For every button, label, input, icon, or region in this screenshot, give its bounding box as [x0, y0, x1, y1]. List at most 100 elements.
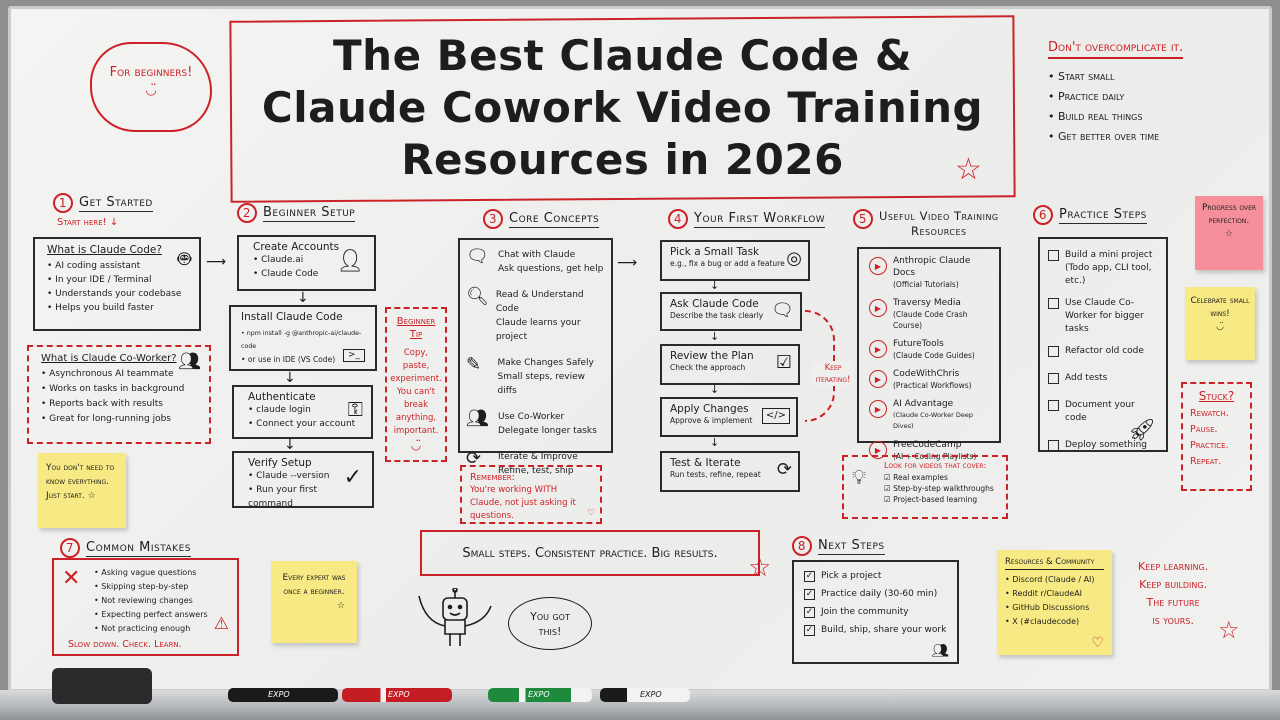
core-concepts-box: 🗨︎ Chat with Claude Ask questions, get hel… [458, 238, 613, 476]
arrow-down-icon: ↓ [284, 437, 296, 453]
list-item: Not practicing enough [94, 622, 227, 636]
practice-item: Refactor old code [1065, 346, 1144, 356]
checkbox[interactable] [1048, 250, 1059, 261]
concept-sub: Delegate longer tasks [498, 426, 597, 436]
play-icon: ▶ [869, 299, 887, 317]
dont-overcomplicate: Don't overcomplicate it. Start small Pra… [1048, 40, 1184, 147]
checkbox-checked[interactable]: ✓ [804, 607, 815, 618]
play-icon: ▶ [869, 400, 887, 418]
people-icon: 👥︎ [178, 351, 201, 372]
stuck-title: Stuck? [1198, 389, 1235, 403]
list-item: Asynchronous AI teammate [41, 367, 197, 382]
common-mistakes-box: ✕ Asking vague questionsSkipping step-by… [52, 558, 239, 656]
workflow-step: Review the Plan Check the approach ☑ [660, 344, 800, 385]
target-icon: ◎ [786, 248, 802, 269]
chat-bubble-icon: 🗨︎ [466, 246, 489, 267]
step-title: Install Claude Code [241, 311, 343, 323]
list-item: npm install -g @anthropic-ai/claude-code [241, 327, 365, 353]
checkbox[interactable] [1048, 400, 1059, 411]
robot-icon: 🤖︎ [177, 247, 191, 272]
community-link[interactable]: Reddit r/ClaudeAI [1005, 587, 1104, 601]
section-8-header: 8 Next Steps [792, 536, 885, 556]
heart-icon: ♡ [587, 508, 595, 518]
resource-name[interactable]: CodeWithChris [893, 369, 960, 379]
checkbox[interactable] [1048, 373, 1059, 384]
list-item: Claude Code [253, 267, 360, 281]
star-icon: ☆ [748, 553, 772, 583]
slogan-box: Small steps. Consistent practice. Big re… [420, 530, 760, 576]
practice-item: Add tests [1065, 373, 1108, 383]
play-icon: ▶ [869, 441, 887, 459]
people-icon: 👥︎ [466, 408, 489, 429]
community-link[interactable]: Discord (Claude / AI) [1005, 573, 1104, 587]
resource-sub: (Official Tutorials) [893, 280, 959, 289]
sticky-note-community: Resources & Community Discord (Claude / … [997, 550, 1112, 655]
checkbox[interactable] [1048, 298, 1059, 309]
resource-sub: (Practical Workflows) [893, 381, 972, 390]
step-title: Pick a Small Task [670, 246, 760, 258]
next-step-item: Build, ship, share your work [821, 625, 947, 635]
resource-name[interactable]: Traversy Media [893, 298, 961, 308]
arrow-down-icon: ↓ [710, 330, 720, 343]
star-icon: ☆ [1224, 229, 1234, 239]
section-5-header: 5 Useful Video Training Resources [853, 209, 999, 239]
community-link[interactable]: GitHub Discussions [1005, 601, 1104, 615]
refresh-icon: ⟳ [466, 448, 482, 469]
concept-sub: Ask questions, get help [498, 264, 604, 274]
sticky-text: Every expert was once a beginner. [282, 573, 346, 597]
workflow-step: Apply Changes Approve & implement </> [660, 397, 798, 437]
resource-sub: (Claude Code Guides) [893, 351, 975, 360]
marker-green[interactable]: EXPO [488, 688, 592, 702]
section-title: Get Started [79, 194, 153, 212]
marker-brand: EXPO [528, 690, 550, 699]
stuck-box: Stuck? Rewatch. Pause. Practice. Repeat. [1181, 382, 1252, 491]
list-item: claude login [248, 403, 357, 417]
check-text: Real examples [893, 473, 948, 482]
practice-item: Use Claude Co-Worker for bigger tasks [1065, 298, 1144, 334]
section-title: Beginner Setup [263, 204, 356, 222]
checkbox-checked[interactable]: ✓ [804, 571, 815, 582]
list-item: Skipping step-by-step [94, 580, 227, 594]
check-item: ☑ Real examples [884, 473, 948, 482]
resource-name[interactable]: FreeCodeCamp [893, 440, 962, 450]
community-link[interactable]: X (#claudecode) [1005, 615, 1104, 629]
section-title: Core Concepts [509, 210, 600, 228]
step-sub: Describe the task clearly [670, 311, 764, 320]
section-number: 1 [53, 193, 73, 213]
checkbox[interactable] [1048, 440, 1059, 451]
sticky-note-expert: Every expert was once a beginner. ☆ [271, 561, 357, 643]
star-icon: ☆ [87, 491, 96, 501]
marker-brand: EXPO [640, 690, 662, 699]
remember-text: You're working WITH Claude, not just ask… [470, 485, 576, 521]
terminal-icon: >_ [342, 349, 365, 362]
robot-icon [415, 587, 495, 648]
resource-sub: (Claude Co-Worker Deep Dives) [893, 411, 973, 430]
star-icon: ☆ [955, 152, 982, 187]
section-number: 5 [853, 209, 873, 229]
remember-title: Remember: [470, 472, 515, 483]
title-line: Claude Cowork Video Training [261, 83, 984, 132]
marker-black-2[interactable]: EXPO [600, 688, 690, 702]
marker-black[interactable]: EXPO [228, 688, 338, 702]
practice-item: Build a mini project (Todo app, CLI tool… [1065, 250, 1153, 286]
checkbox-checked[interactable]: ✓ [804, 625, 815, 636]
resource-name[interactable]: AI Advantage [893, 399, 954, 409]
title-line: Resources in 2026 [401, 135, 844, 184]
box-title: What is Claude Code? [47, 244, 162, 256]
list-item: Great for long-running jobs [41, 412, 197, 427]
concept-sub: Claude learns your project [495, 318, 581, 342]
lightbulb-icon: 💡︎ [852, 465, 866, 489]
list-item: Works on tasks in background [41, 382, 197, 397]
sticky-note-progress: Progress over perfection. ☆ [1195, 196, 1263, 270]
eraser[interactable] [52, 668, 152, 704]
resource-name[interactable]: Anthropic Claude Docs [893, 256, 971, 278]
checkbox-checked[interactable]: ✓ [804, 589, 815, 600]
practice-item: Document your code [1065, 400, 1135, 423]
marker-red[interactable]: EXPO [342, 688, 452, 702]
closing-line: Keep learning. [1138, 560, 1209, 573]
list-item: Asking vague questions [94, 566, 227, 580]
resource-name[interactable]: FutureTools [893, 339, 944, 349]
checkbox[interactable] [1048, 346, 1059, 357]
section-title: Practice Steps [1059, 206, 1147, 224]
checkmark-icon: ✓ [343, 465, 362, 490]
